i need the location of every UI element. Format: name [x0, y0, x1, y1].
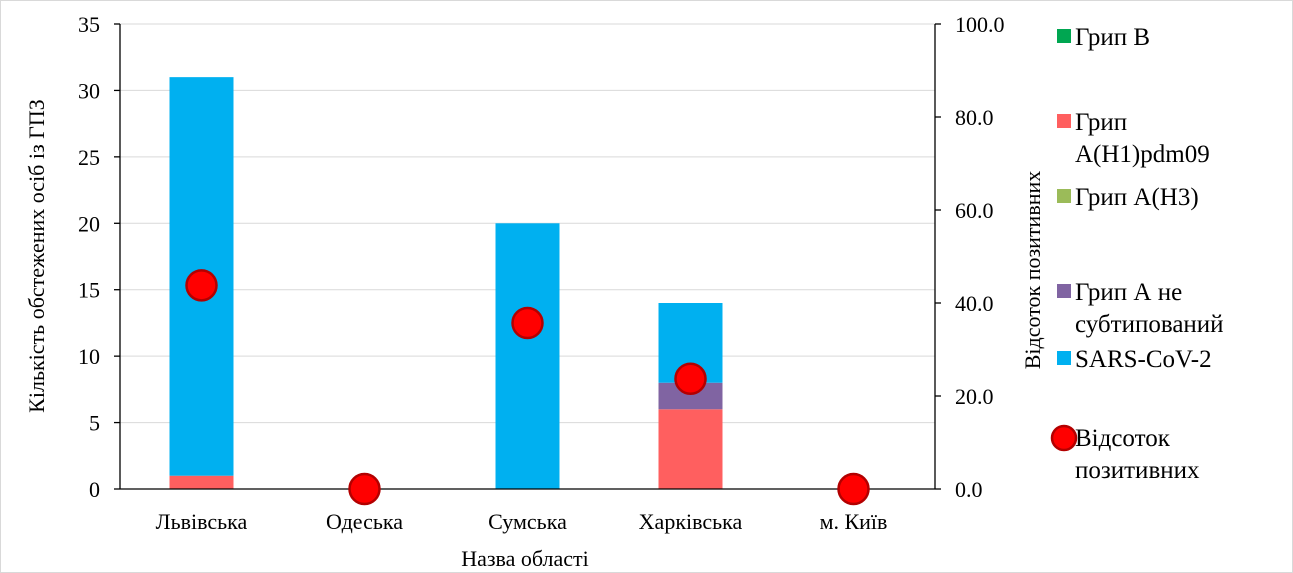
legend-marker [1057, 284, 1071, 298]
percent-point [511, 306, 544, 340]
y2-tick-label: 60.0 [955, 198, 994, 223]
legend-marker [1057, 189, 1071, 203]
y2-tick-label: 20.0 [955, 384, 994, 409]
left-axis-ticks: 0 5 10 15 20 25 30 35 [78, 12, 120, 502]
y2-tick-label: 100.0 [955, 12, 1005, 37]
bars [169, 77, 723, 490]
bar-segment [658, 409, 723, 489]
axes [119, 24, 936, 490]
bar-segment [495, 223, 560, 490]
legend-label: A(H1)pdm09 [1075, 141, 1210, 168]
legend-label: позитивних [1075, 457, 1200, 484]
y2-axis-title: Відсоток позитивних [1020, 171, 1045, 370]
x-tick-label: Харківська [639, 509, 743, 534]
percent-point [837, 472, 870, 506]
percent-point [674, 362, 707, 396]
y-tick-label: 0 [89, 477, 100, 502]
percent-point [348, 472, 381, 506]
legend-label: субтипований [1075, 311, 1224, 338]
y-axis-title: Кількість обстежених осіб із ГПЗ [24, 99, 49, 413]
y-tick-label: 10 [78, 344, 100, 369]
y2-tick-label: 0.0 [955, 477, 983, 502]
legend-label: Грип [1075, 109, 1127, 136]
percent-points [185, 269, 870, 506]
y-tick-label: 20 [78, 211, 100, 236]
category-labels: Львівська Одеська Сумська Харківська м. Київ [156, 509, 888, 534]
y-tick-label: 35 [78, 12, 100, 37]
legend-marker [1057, 114, 1071, 128]
x-tick-label: Одеська [326, 509, 403, 534]
x-axis-title: Назва області [461, 546, 589, 571]
right-axis-ticks: 0.0 20.0 40.0 60.0 80.0 100.0 [935, 12, 1005, 502]
legend-marker [1057, 351, 1071, 365]
y-tick-label: 30 [78, 78, 100, 103]
y-tick-label: 25 [78, 145, 100, 170]
legend-label: SARS-CoV-2 [1075, 346, 1212, 373]
bar-segment [169, 475, 234, 489]
legend-label: Грип A(H3) [1075, 184, 1199, 211]
legend-label: Грип В [1075, 24, 1150, 51]
x-tick-label: Сумська [488, 509, 567, 534]
x-tick-label: Львівська [156, 509, 248, 534]
y-tick-label: 15 [78, 278, 100, 303]
gridlines [120, 23, 935, 424]
legend-marker [1057, 29, 1071, 43]
legend-label: Відсоток [1075, 425, 1171, 452]
y-tick-label: 5 [89, 411, 100, 436]
y2-tick-label: 80.0 [955, 105, 994, 130]
percent-point [185, 269, 218, 302]
x-tick-label: м. Київ [820, 509, 888, 534]
legend-marker [1050, 424, 1078, 452]
legend: Грип В Грип A(H1)pdm09 Грип A(H3) Грип А не с… [1050, 24, 1224, 484]
legend-label: Грип А не [1075, 279, 1182, 306]
y2-tick-label: 40.0 [955, 291, 994, 316]
